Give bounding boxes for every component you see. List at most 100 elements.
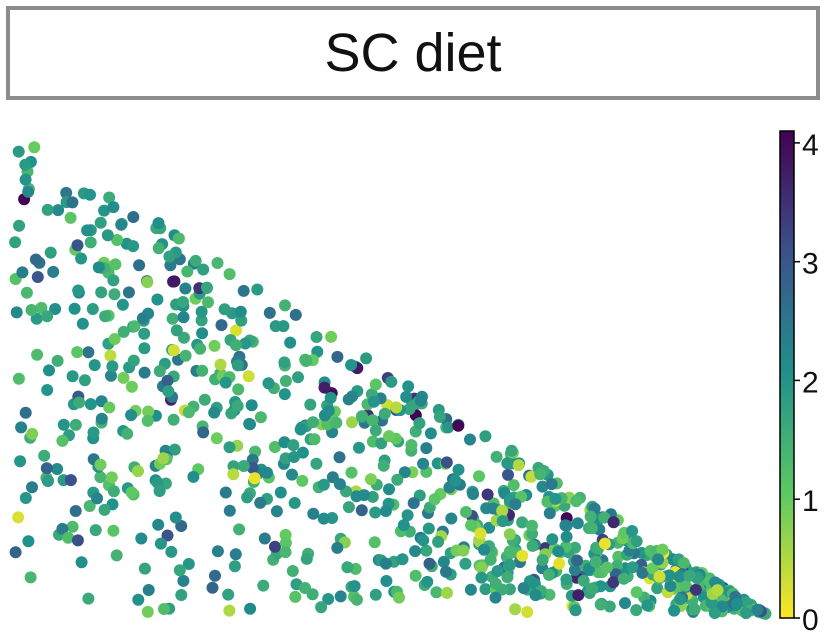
scatter-point <box>674 593 687 606</box>
scatter-point <box>19 173 32 186</box>
scatter-point <box>141 605 154 618</box>
scatter-point <box>86 303 99 315</box>
scatter-point <box>195 305 208 318</box>
scatter-point <box>630 535 643 548</box>
scatter-point <box>19 406 32 419</box>
scatter-point <box>521 606 534 618</box>
scatter-point <box>379 505 392 517</box>
scatter-point <box>66 196 79 209</box>
scatter-point <box>38 449 51 462</box>
scatter-point <box>552 545 565 558</box>
scatter-point <box>210 432 223 445</box>
scatter-point <box>9 236 22 249</box>
scatter-point <box>534 468 547 481</box>
scatter-point <box>501 571 514 584</box>
scatter-point <box>227 468 240 481</box>
scatter-point <box>47 265 60 278</box>
scatter-point <box>517 582 530 595</box>
scatter-point <box>369 506 382 519</box>
scatter-point <box>288 497 301 509</box>
scatter-point <box>358 489 371 502</box>
scatter-point <box>626 525 639 537</box>
scatter-point <box>484 553 497 566</box>
scatter-point <box>433 410 446 423</box>
scatter-point <box>157 452 170 465</box>
scatter-point <box>116 298 129 311</box>
scatter-point <box>630 586 643 599</box>
scatter-point <box>206 581 219 594</box>
scatter-point <box>82 592 95 605</box>
scatter-point <box>223 268 236 281</box>
scatter-point <box>356 410 368 423</box>
scatter-point <box>489 591 502 604</box>
scatter-point <box>512 459 525 472</box>
scatter-point <box>107 274 120 287</box>
scatter-point <box>307 507 320 520</box>
chart-title: SC diet <box>324 23 502 83</box>
scatter-point <box>315 601 328 614</box>
scatter-point <box>474 527 487 540</box>
scatter-point <box>549 492 562 505</box>
scatter-point <box>75 252 88 265</box>
scatter-point <box>423 557 436 570</box>
scatter-point <box>601 561 613 574</box>
scatter-point <box>187 470 200 483</box>
scatter-point <box>505 444 518 457</box>
scatter-point <box>331 350 344 363</box>
scatter-point <box>88 359 101 372</box>
scatter-point <box>105 471 118 484</box>
scatter-point <box>572 589 585 602</box>
scatter-point <box>677 557 690 570</box>
scatter-point <box>322 404 335 417</box>
scatter-point <box>496 504 509 517</box>
scatter-point <box>383 430 395 443</box>
scatter-point <box>135 532 148 545</box>
scatter-point <box>289 308 302 321</box>
scatter-point <box>286 565 299 577</box>
scatter-point <box>211 545 224 558</box>
scatter-point <box>28 141 41 154</box>
scatter-point <box>577 574 590 587</box>
scatter-point <box>668 604 681 617</box>
scatter-point <box>560 573 573 586</box>
title-box: SC diet <box>6 6 820 100</box>
scatter-point <box>115 218 128 231</box>
scatter-point <box>29 253 42 266</box>
colorbar-gradient <box>779 130 795 619</box>
scatter-point <box>105 369 117 382</box>
colorbar <box>779 130 795 619</box>
scatter-point <box>705 596 718 609</box>
scatter-point <box>449 474 462 487</box>
scatter-point <box>194 342 207 355</box>
scatter-point <box>607 576 620 589</box>
scatter-point <box>132 593 145 606</box>
scatter-point <box>223 504 236 517</box>
scatter-point <box>101 229 114 242</box>
scatter-point <box>263 306 276 319</box>
scatter-point <box>219 486 232 499</box>
scatter-point <box>82 346 95 359</box>
scatter-point <box>20 286 33 299</box>
scatter-point <box>570 495 583 508</box>
scatter-point <box>428 493 441 506</box>
scatter-point <box>66 520 79 533</box>
scatter-point <box>377 459 390 472</box>
scatter-point <box>402 380 415 393</box>
scatter-point <box>94 458 107 471</box>
scatter-point <box>142 405 155 418</box>
scatter-point <box>69 505 82 517</box>
scatter-point <box>158 603 170 615</box>
scatter-point <box>75 556 88 569</box>
scatter-point <box>98 204 111 217</box>
scatter-point <box>479 583 492 596</box>
scatter-point <box>178 331 190 344</box>
scatter-point <box>219 376 232 389</box>
scatter-point <box>208 406 221 419</box>
scatter-point <box>231 400 244 412</box>
scatter-point <box>420 544 433 557</box>
scatter-point <box>545 478 558 491</box>
scatter-point <box>331 541 344 554</box>
scatter-point <box>198 393 211 406</box>
scatter-point <box>598 511 611 524</box>
